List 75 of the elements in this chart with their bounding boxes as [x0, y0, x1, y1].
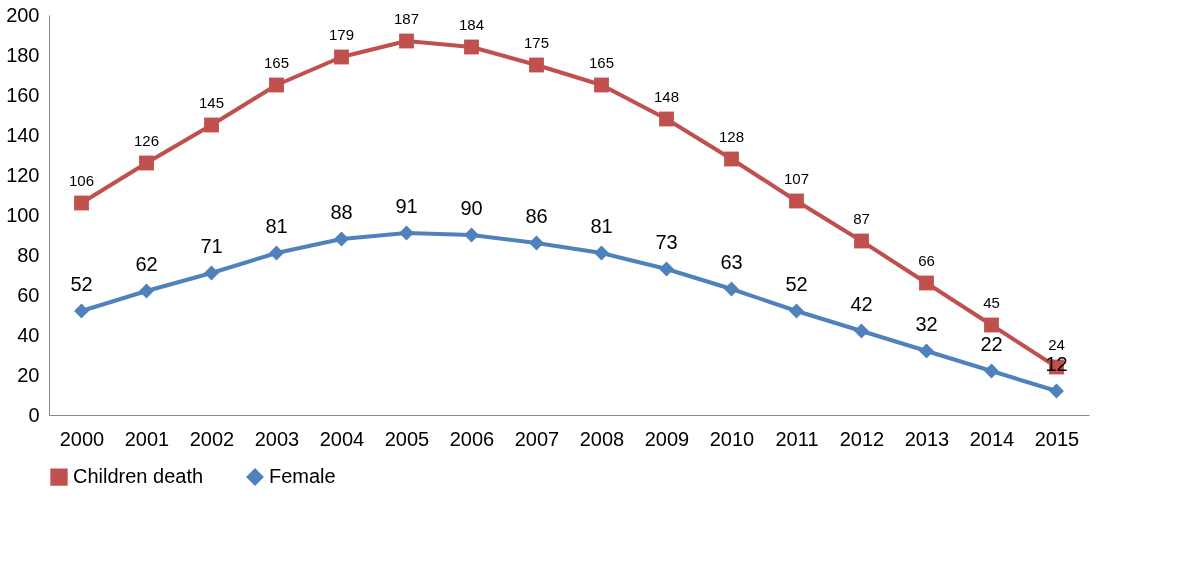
point — [269, 77, 284, 93]
data-label: 63 — [720, 251, 743, 273]
point — [854, 233, 869, 249]
data-label: 126 — [133, 132, 160, 149]
data-label: 45 — [983, 294, 1000, 311]
data-label: 106 — [68, 172, 95, 189]
y-tick-label: 100 — [6, 203, 40, 226]
point — [594, 77, 609, 93]
x-tick-label: 2000 — [59, 427, 105, 450]
data-label: 165 — [263, 54, 290, 71]
point — [724, 151, 739, 167]
y-tick-label: 80 — [17, 243, 40, 266]
x-tick-label: 2010 — [709, 427, 755, 450]
data-label: 184 — [458, 16, 485, 33]
x-tick-label: 2011 — [775, 427, 819, 450]
data-label: 165 — [588, 54, 615, 71]
x-tick-label: 2001 — [124, 427, 170, 450]
x-tick-label: 2008 — [579, 427, 625, 450]
data-label: 145 — [198, 94, 225, 111]
point — [204, 117, 219, 133]
data-label: 24 — [1048, 336, 1065, 353]
x-tick-label: 2006 — [449, 427, 495, 450]
y-tick-label: 160 — [6, 83, 40, 106]
data-label: 88 — [330, 201, 353, 223]
x-tick-label: 2007 — [514, 427, 560, 450]
y-tick-label: 60 — [17, 283, 40, 306]
x-tick-label: 2002 — [189, 427, 235, 450]
data-label: 107 — [783, 170, 810, 187]
y-tick-label: 0 — [28, 403, 40, 426]
x-tick-label: 2009 — [644, 427, 690, 450]
data-label: 81 — [590, 215, 613, 237]
data-label: 179 — [328, 26, 355, 43]
data-label: 71 — [200, 235, 223, 257]
data-label: 32 — [915, 313, 938, 335]
y-tick-label: 180 — [6, 43, 40, 66]
data-label: 175 — [523, 34, 550, 51]
x-tick-label: 2004 — [319, 427, 365, 450]
data-label: 81 — [265, 215, 288, 237]
x-tick-label: 2005 — [384, 427, 430, 450]
point — [464, 39, 479, 55]
data-label: 52 — [70, 273, 93, 295]
point — [659, 111, 674, 127]
point — [399, 33, 414, 49]
x-tick-label: 2003 — [254, 427, 300, 450]
data-label: 128 — [718, 128, 745, 145]
x-tick-label: 2012 — [839, 427, 885, 450]
point — [334, 49, 349, 65]
data-label: 52 — [785, 273, 808, 295]
x-tick-label: 2015 — [1034, 427, 1080, 450]
data-label: 66 — [918, 252, 935, 269]
point — [919, 275, 934, 291]
y-tick-label: 200 — [6, 3, 40, 26]
data-label: 91 — [395, 195, 418, 217]
y-tick-label: 140 — [6, 123, 40, 146]
y-tick-label: 40 — [17, 323, 40, 346]
data-label: 187 — [393, 10, 420, 27]
legend-label: Female — [269, 465, 336, 488]
point — [984, 317, 999, 333]
point — [74, 195, 89, 211]
x-tick-label: 2013 — [904, 427, 950, 450]
data-label: 86 — [525, 205, 548, 227]
data-label: 148 — [653, 88, 680, 105]
y-tick-label: 120 — [6, 163, 40, 186]
data-label: 73 — [655, 231, 678, 253]
data-label: 42 — [850, 293, 873, 315]
point — [529, 57, 544, 73]
data-label: 22 — [980, 333, 1003, 355]
y-tick-label: 20 — [17, 363, 40, 386]
point — [139, 155, 154, 171]
legend-label: Children death — [73, 465, 204, 488]
data-label: 90 — [460, 197, 483, 219]
point — [789, 193, 804, 209]
x-tick-label: 2014 — [969, 427, 1015, 450]
data-label: 87 — [853, 210, 870, 227]
data-label: 62 — [135, 253, 158, 275]
